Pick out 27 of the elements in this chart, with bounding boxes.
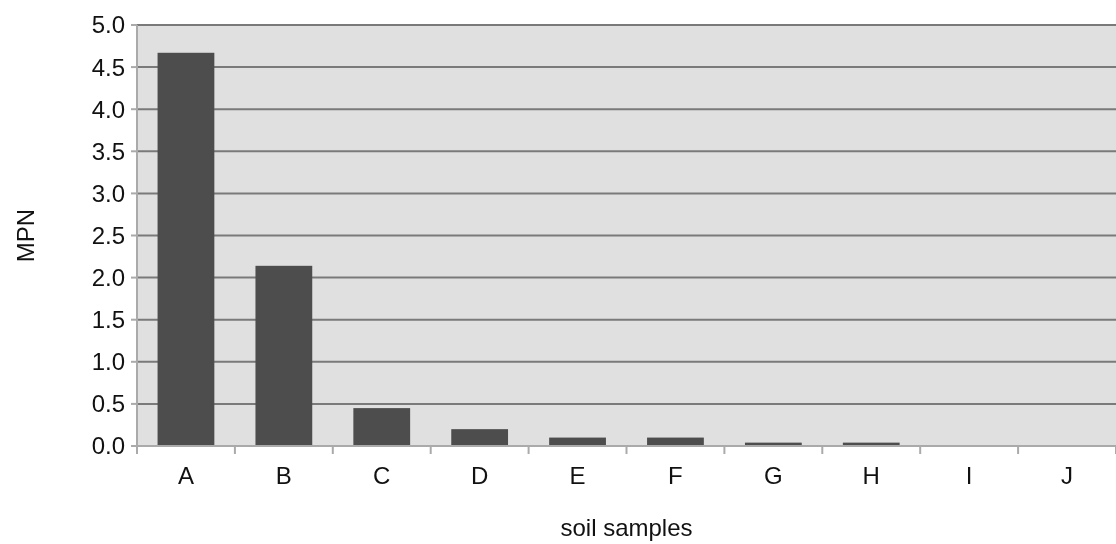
x-tick-label: E — [569, 462, 586, 489]
bar — [255, 265, 313, 446]
y-tick-label: 0.5 — [91, 390, 125, 418]
x-axis-title: soil samples — [560, 514, 693, 541]
x-tick-label: F — [668, 462, 683, 489]
x-tick-label: C — [373, 462, 391, 489]
y-tick-label: 1.0 — [91, 348, 125, 376]
x-tick-label: I — [965, 462, 973, 489]
y-tick-label: 0.0 — [91, 432, 125, 460]
y-tick-label: 3.0 — [91, 179, 125, 207]
x-tick-label: J — [1061, 462, 1074, 489]
y-tick-label: 3.5 — [91, 137, 125, 165]
bar — [451, 429, 509, 446]
x-tick-label: A — [177, 462, 194, 489]
y-tick-label: 5.0 — [91, 11, 125, 39]
y-tick-label: 2.5 — [91, 221, 125, 249]
x-tick-label: D — [470, 462, 489, 489]
x-tick-label: G — [764, 462, 783, 489]
bar — [353, 408, 411, 446]
y-tick-label: 1.5 — [91, 306, 125, 334]
y-tick-label: 4.0 — [91, 95, 125, 123]
y-tick-label: 4.5 — [91, 53, 125, 81]
x-tick-label: B — [275, 462, 292, 489]
y-axis-title: MPN — [12, 208, 39, 263]
x-tick-label: H — [862, 462, 880, 489]
bar — [157, 52, 215, 446]
y-tick-label: 2.0 — [91, 264, 125, 291]
